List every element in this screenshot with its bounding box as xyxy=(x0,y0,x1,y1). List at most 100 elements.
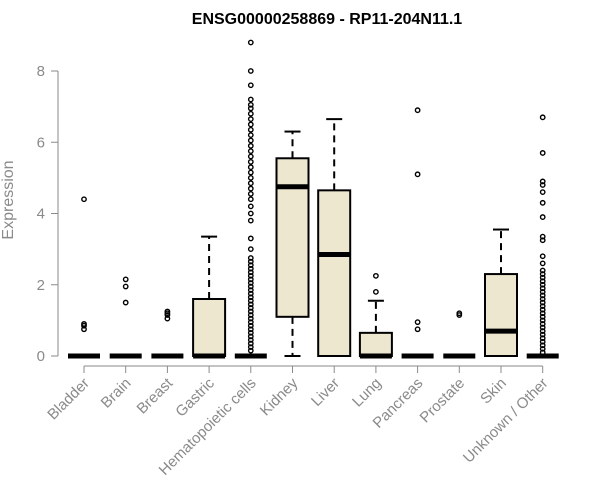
box xyxy=(358,331,393,357)
box-group xyxy=(68,196,100,359)
outlier-point xyxy=(247,203,254,210)
outlier-point xyxy=(247,101,254,108)
outlier-point xyxy=(247,185,254,192)
outlier-point xyxy=(247,196,254,203)
outlier-point xyxy=(247,344,254,350)
y-tick-label: 2 xyxy=(37,277,45,294)
outlier-point xyxy=(539,313,546,320)
box xyxy=(484,273,518,357)
outlier-point xyxy=(247,39,254,46)
outlier-point xyxy=(539,303,546,310)
outlier-point xyxy=(247,329,254,336)
outlier-point xyxy=(539,237,546,244)
outlier-point xyxy=(247,174,254,181)
outlier-point xyxy=(539,178,546,185)
outlier-point xyxy=(247,217,254,224)
outlier-point xyxy=(164,308,171,315)
outlier-point xyxy=(247,301,254,308)
outlier-point xyxy=(372,288,379,295)
outlier-point xyxy=(539,233,546,240)
outlier-point xyxy=(539,299,546,306)
outlier-point xyxy=(539,331,546,338)
outlier-point xyxy=(247,319,254,326)
outlier-point xyxy=(539,335,546,342)
outlier-point xyxy=(539,338,546,345)
outlier-point xyxy=(247,191,254,197)
outlier-point xyxy=(247,235,254,242)
outlier-point xyxy=(539,114,546,121)
outlier-point xyxy=(247,132,254,139)
outlier-point xyxy=(122,299,129,306)
outlier-point xyxy=(122,283,129,290)
outlier-point xyxy=(247,180,254,187)
outlier-point xyxy=(247,297,254,304)
outlier-point xyxy=(247,255,254,261)
box-group xyxy=(109,276,142,359)
outlier-point xyxy=(247,276,254,283)
outlier-point xyxy=(247,137,254,144)
outlier-point xyxy=(539,328,546,334)
box-group xyxy=(401,107,434,359)
outlier-point xyxy=(247,269,254,276)
y-tick-label: 8 xyxy=(37,63,45,80)
outlier-point xyxy=(247,246,254,253)
outlier-point xyxy=(247,287,254,293)
outlier-point xyxy=(247,121,254,128)
outlier-point xyxy=(539,253,546,260)
outlier-point xyxy=(414,107,421,114)
outlier-point xyxy=(247,312,254,318)
outlier-point xyxy=(414,326,421,333)
box xyxy=(192,298,227,357)
x-tick-label: Kidney xyxy=(257,374,302,419)
box-group xyxy=(358,272,393,359)
outlier-point xyxy=(247,116,254,122)
outlier-point xyxy=(247,110,254,117)
y-tick-label: 0 xyxy=(37,348,45,365)
outlier-point xyxy=(247,96,254,103)
outlier-point xyxy=(247,308,254,315)
outlier-point xyxy=(539,296,546,302)
outlier-point xyxy=(81,196,87,203)
outlier-point xyxy=(247,283,254,290)
outlier-point xyxy=(414,319,421,326)
x-tick-label: Brain xyxy=(98,375,135,412)
outlier-point xyxy=(539,267,546,274)
outlier-point xyxy=(247,126,254,133)
outlier-point xyxy=(247,169,254,176)
y-tick-label: 4 xyxy=(37,206,45,223)
outlier-point xyxy=(539,199,546,206)
outlier-point xyxy=(539,306,546,313)
x-tick-label: Lung xyxy=(349,375,385,411)
box-group xyxy=(234,39,267,359)
box-group xyxy=(192,235,227,359)
outlier-point xyxy=(539,182,546,188)
outlier-point xyxy=(539,285,546,292)
outlier-point xyxy=(539,274,546,281)
outlier-point xyxy=(539,271,546,277)
x-tick-label: Liver xyxy=(308,375,343,410)
outlier-point xyxy=(414,171,421,178)
outlier-point xyxy=(247,68,254,74)
outlier-point xyxy=(247,82,254,89)
box-group xyxy=(443,310,476,359)
outlier-point xyxy=(372,272,379,279)
boxes xyxy=(68,39,559,359)
outlier-point xyxy=(164,315,171,322)
outlier-point xyxy=(247,272,254,279)
outlier-point xyxy=(539,150,546,156)
y-tick-label: 6 xyxy=(37,134,45,151)
outlier-point xyxy=(247,305,254,311)
x-tick-label: Skin xyxy=(477,375,510,408)
y-axis-label: Expression xyxy=(0,160,17,239)
box-group xyxy=(526,114,559,359)
outlier-point xyxy=(247,105,254,112)
outlier-point xyxy=(247,322,254,329)
outlier-point xyxy=(247,294,254,301)
outlier-point xyxy=(247,142,254,149)
x-tick-label: Prostate xyxy=(417,375,469,427)
outlier-point xyxy=(81,326,87,333)
outlier-point xyxy=(247,158,254,165)
outlier-point xyxy=(247,333,254,340)
outlier-point xyxy=(247,290,254,297)
